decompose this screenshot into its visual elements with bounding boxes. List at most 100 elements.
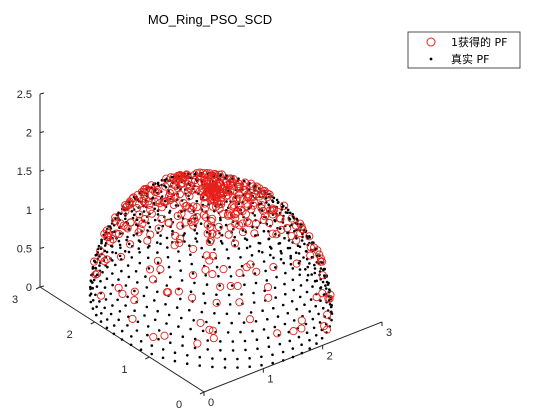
true-pf-point	[289, 256, 293, 260]
true-pf-point	[135, 218, 139, 222]
legend-dot-marker	[429, 57, 433, 61]
true-pf-point	[156, 181, 160, 185]
obtained-pf-point	[263, 283, 273, 292]
obtained-pf-point	[318, 271, 327, 280]
true-pf-point	[195, 199, 199, 203]
true-pf-point	[287, 330, 291, 334]
true-pf-point	[94, 253, 98, 257]
true-pf-point	[275, 275, 278, 279]
true-pf-point	[308, 310, 312, 313]
obtained-pf-point	[205, 256, 214, 265]
true-pf-point	[324, 284, 327, 287]
true-pf-point	[325, 280, 329, 284]
obtained-pf-point	[188, 293, 197, 302]
obtained-pf-point	[189, 221, 198, 230]
obtained-pf-point	[116, 252, 126, 261]
obtained-pf-point	[154, 224, 163, 233]
true-pf-point	[181, 344, 184, 347]
true-pf-point	[262, 328, 266, 331]
obtained-pf-point	[287, 214, 296, 223]
true-pf-point	[138, 240, 142, 243]
true-pf-point	[101, 270, 104, 274]
true-pf-point	[242, 179, 246, 183]
true-pf-point	[126, 324, 129, 327]
true-pf-point	[114, 217, 117, 221]
obtained-pf-point	[214, 222, 223, 231]
obtained-pf-point	[206, 182, 215, 191]
obtained-pf-point	[229, 174, 238, 184]
true-pf-point	[279, 258, 283, 261]
true-pf-point	[118, 310, 122, 313]
true-pf-point	[91, 307, 95, 310]
obtained-pf-point	[283, 224, 292, 233]
true-pf-point	[146, 246, 150, 249]
true-pf-point	[324, 287, 328, 290]
true-pf-point	[198, 364, 201, 367]
true-pf-point	[314, 304, 318, 308]
true-pf-point	[260, 209, 264, 212]
y-tick-mark	[145, 356, 150, 360]
obtained-pf-point	[213, 230, 222, 239]
true-pf-point	[306, 273, 310, 277]
y-tick-label: 3	[12, 294, 18, 306]
true-pf-point	[193, 346, 197, 350]
obtained-pf-point	[140, 188, 149, 197]
true-pf-point	[266, 318, 269, 321]
true-pf-point	[303, 303, 306, 307]
true-pf-point	[294, 251, 298, 254]
true-pf-point	[219, 218, 222, 222]
true-pf-point	[89, 285, 92, 289]
true-pf-point	[329, 310, 333, 314]
true-pf-point	[328, 303, 332, 306]
true-pf-point	[189, 290, 193, 294]
true-pf-point	[194, 237, 197, 240]
obtained-pf-point	[218, 184, 227, 193]
z-tick-label: 1	[26, 205, 32, 217]
true-pf-point	[133, 309, 136, 313]
true-pf-point	[111, 283, 114, 287]
obtained-pf-point	[139, 196, 148, 206]
true-pf-point	[308, 347, 312, 350]
true-pf-point	[96, 273, 99, 277]
obtained-pf-point	[199, 210, 209, 219]
true-pf-point	[297, 261, 301, 265]
true-pf-point	[195, 232, 199, 235]
obtained-pf-point	[118, 289, 127, 298]
obtained-pf-point	[153, 256, 162, 265]
true-pf-point	[309, 298, 313, 301]
true-pf-point	[213, 248, 216, 251]
true-pf-point	[272, 306, 275, 310]
true-pf-point	[229, 275, 233, 278]
obtained-pf-point	[235, 221, 244, 230]
obtained-pf-point	[287, 231, 296, 241]
obtained-pf-point	[162, 174, 171, 183]
true-pf-point	[103, 306, 106, 310]
obtained-pf-point	[170, 241, 179, 250]
true-pf-point	[290, 300, 294, 303]
true-pf-point	[181, 335, 185, 339]
true-pf-point	[127, 242, 131, 246]
obtained-pf-point	[140, 215, 149, 224]
obtained-pf-point	[162, 288, 171, 297]
obtained-pf-point	[255, 184, 264, 193]
obtained-pf-point	[244, 192, 253, 201]
y-tick-mark	[90, 321, 95, 325]
true-pf-point	[146, 333, 149, 337]
obtained-pf-point	[152, 187, 161, 196]
true-pf-point	[223, 366, 227, 369]
obtained-pf-point	[292, 259, 301, 268]
obtained-pf-point	[320, 321, 329, 331]
legend-circle-marker	[426, 37, 436, 47]
true-pf-point	[105, 318, 109, 321]
obtained-pf-point	[200, 192, 209, 201]
true-pf-point	[155, 241, 159, 244]
obtained-pf-point	[223, 191, 232, 200]
obtained-pf-point	[166, 193, 175, 202]
true-pf-point	[99, 279, 102, 283]
obtained-pf-point	[102, 255, 111, 264]
obtained-pf-point	[297, 324, 306, 333]
obtained-pf-point	[265, 218, 274, 227]
true-pf-point	[123, 250, 127, 253]
z-tick-label: 0.5	[17, 243, 32, 255]
true-pf-point	[227, 293, 231, 297]
